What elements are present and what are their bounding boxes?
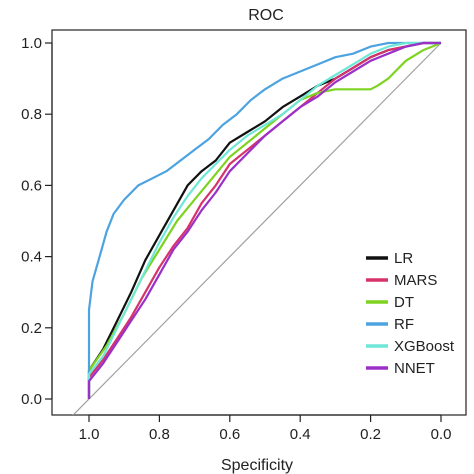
y-tick-label: 0.2	[21, 320, 42, 337]
legend-label-lr: LR	[394, 250, 413, 267]
legend: LR MARS DT RF XGBoost NNET	[366, 250, 455, 377]
x-tick-label: 0.0	[431, 426, 452, 443]
y-tick-label: 1.0	[21, 35, 42, 52]
x-axis-title: Specificity	[221, 457, 293, 474]
x-tick-label: 0.4	[290, 426, 311, 443]
y-tick-label: 0.6	[21, 177, 42, 194]
y-tick-label: 0.4	[21, 249, 42, 266]
legend-label-rf: RF	[394, 316, 414, 333]
x-tick-label: 0.2	[360, 426, 381, 443]
series-line-xgboost	[87, 41, 441, 399]
legend-label-xgboost: XGBoost	[394, 338, 455, 355]
x-axis: 1.0 0.8 0.6 0.4 0.2 0.0	[79, 414, 452, 443]
y-tick-label: 0.8	[21, 106, 42, 123]
series-line-rf	[87, 41, 441, 399]
reference-diagonal-line	[72, 42, 442, 415]
y-tick-label: 0.0	[21, 391, 42, 408]
legend-label-dt: DT	[394, 294, 414, 311]
x-tick-label: 0.6	[219, 426, 240, 443]
series-line-mars	[87, 41, 441, 399]
series-line-nnet	[87, 41, 441, 399]
legend-label-mars: MARS	[394, 272, 437, 289]
plot-frame	[51, 29, 467, 416]
chart-title: ROC	[248, 7, 284, 24]
y-axis: 0.0 0.2 0.4 0.6 0.8 1.0	[21, 35, 53, 408]
x-tick-label: 1.0	[79, 426, 100, 443]
x-tick-label: 0.8	[149, 426, 170, 443]
legend-label-nnet: NNET	[394, 360, 435, 377]
